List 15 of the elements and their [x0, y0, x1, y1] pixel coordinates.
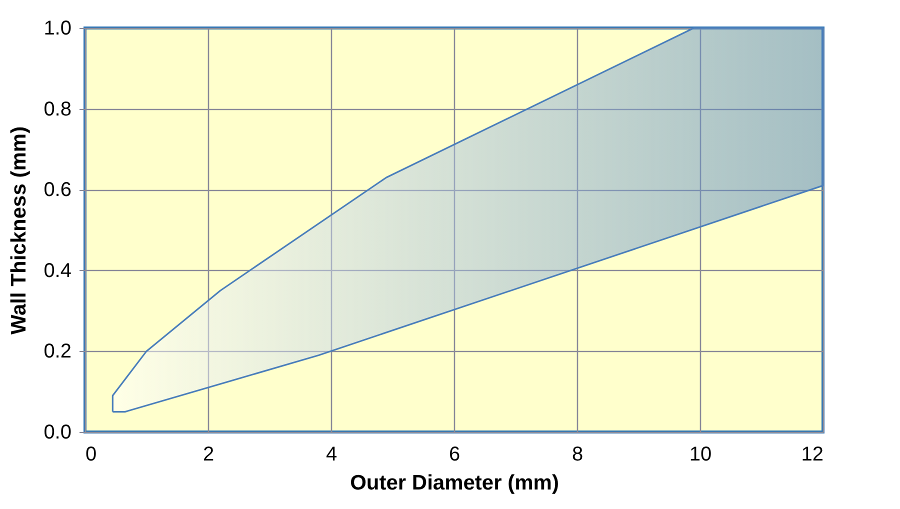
y-tick-label: 1.0: [44, 18, 72, 40]
x-tick-label: 4: [326, 444, 338, 466]
x-axis-title: Outer Diameter (mm): [350, 472, 559, 494]
y-tick-label: 0.0: [44, 422, 72, 444]
y-tick-label: 0.2: [44, 340, 72, 363]
y-axis-title: Wall Thickness (mm): [8, 126, 31, 335]
y-tick-label: 0.4: [44, 260, 72, 282]
x-tick-label: 2: [202, 444, 214, 466]
y-tick-label: 0.6: [44, 179, 72, 202]
x-tick-label: 12: [801, 444, 824, 466]
x-tick-label: 6: [448, 444, 460, 466]
x-tick-label: 8: [572, 444, 584, 466]
x-tick-label: 0: [86, 444, 97, 466]
x-tick-label: 10: [689, 444, 712, 466]
y-tick-label: 0.8: [44, 98, 72, 120]
